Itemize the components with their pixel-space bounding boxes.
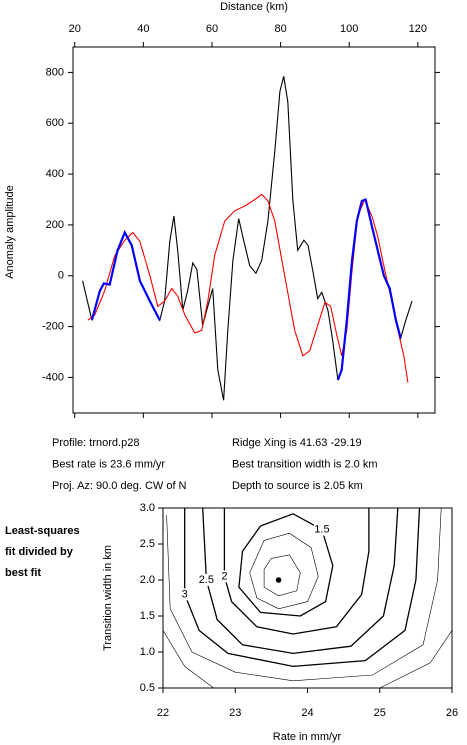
contour-line [263, 554, 301, 597]
x-tick-label: 40 [137, 23, 149, 35]
x-tick-label: 20 [69, 23, 81, 35]
y-axis-label: Transition width in km [102, 545, 114, 651]
y-tick-label: -400 [42, 371, 64, 383]
contour-line [223, 508, 370, 635]
side-note: best fit [5, 567, 41, 579]
contour-label: 2.5 [199, 574, 214, 586]
y-tick-label: 200 [46, 219, 64, 231]
y-axis-label: Anomaly amplitude [4, 185, 16, 279]
contour-line [184, 508, 421, 668]
y-tick-label: 400 [46, 168, 64, 180]
contour-label-bg [216, 570, 233, 583]
y-tick-label: 800 [46, 66, 64, 78]
y-tick-label: 0 [58, 270, 64, 282]
plot-frame [72, 46, 436, 414]
annotation: Ridge Xing is 41.63 -29.19 [232, 437, 362, 449]
annotation: Proj. Az: 90.0 deg. CW of N [52, 480, 187, 492]
profile-line [87, 193, 409, 383]
y-tick-label: -200 [42, 320, 64, 332]
annotation: Best rate is 23.6 mm/yr [52, 458, 165, 470]
contour-label-bg [198, 574, 215, 586]
x-tick-label: 24 [301, 707, 313, 719]
annotation: Profile: trnord.p28 [52, 437, 139, 449]
x-tick-label: 60 [206, 23, 218, 35]
contour-label: 2 [221, 570, 227, 582]
x-tick-label: 23 [229, 707, 241, 719]
y-tick-label: 1.0 [140, 646, 155, 658]
contour-line [238, 513, 334, 617]
plot-frame [162, 507, 453, 689]
y-tick-label: 1.5 [140, 610, 155, 622]
contour-line [249, 532, 319, 610]
contour-label-bg [313, 523, 330, 536]
y-tick-label: 2.0 [140, 574, 155, 586]
x-tick-label: 22 [157, 707, 169, 719]
x-tick-label: 25 [374, 707, 386, 719]
y-tick-label: 600 [46, 117, 64, 129]
profile-line [82, 76, 413, 401]
x-tick-label: 80 [274, 23, 286, 35]
x-tick-label: 100 [340, 23, 358, 35]
y-tick-label: 0.5 [140, 682, 155, 694]
side-note: fit divided by [5, 546, 74, 558]
annotation: Depth to source is 2.05 km [232, 480, 363, 492]
contour-line [202, 508, 399, 655]
side-note: Least-squares [5, 525, 80, 537]
y-tick-label: 3.0 [140, 502, 155, 514]
contour-label: 3 [182, 588, 188, 600]
contour-label-bg [176, 588, 193, 601]
best-fit-point [275, 577, 282, 583]
annotation: Best transition width is 2.0 km [232, 458, 378, 470]
x-tick-label: 120 [409, 23, 427, 35]
y-tick-label: 2.5 [140, 538, 155, 550]
x-axis-label: Rate in mm/yr [273, 731, 342, 743]
x-tick-label: 26 [446, 707, 458, 719]
contour-line [163, 630, 452, 688]
contour-label: 1.5 [314, 524, 329, 536]
profile-line [90, 198, 402, 381]
x-axis-label: Distance (km) [220, 1, 288, 13]
contour-line [166, 508, 442, 682]
